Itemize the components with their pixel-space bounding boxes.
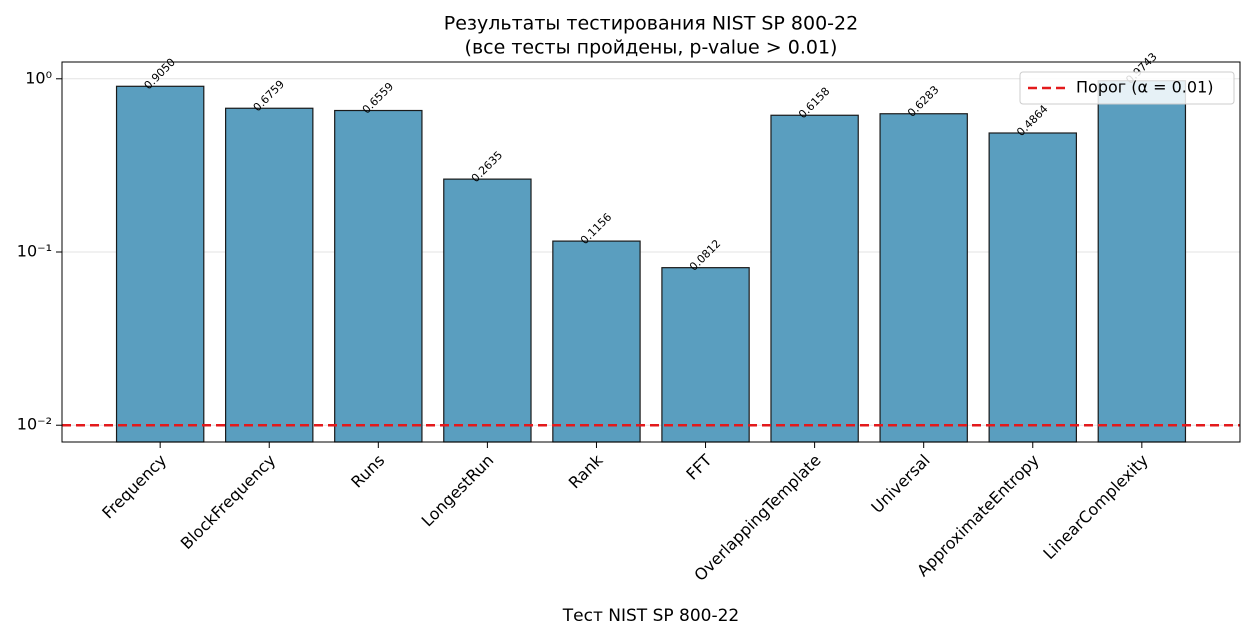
y-tick-label: 10⁻²	[17, 415, 52, 434]
bar	[770, 114, 859, 443]
bar	[334, 109, 423, 443]
bar	[115, 85, 205, 443]
bar	[225, 107, 314, 443]
bar	[552, 240, 641, 443]
chart-subtitle: (все тесты пройдены, p-value > 0.01)	[465, 37, 838, 59]
x-tick-label: Rank	[565, 450, 607, 492]
x-tick-label: LinearComplexity	[1039, 451, 1151, 563]
legend-label: Порог (α = 0.01)	[1076, 78, 1214, 97]
x-tick-label: BlockFrequency	[177, 451, 279, 553]
chart-title: Результаты тестирования NIST SP 800-22	[444, 13, 858, 35]
x-tick-label: LongestRun	[418, 451, 498, 531]
y-tick-label: 10⁻¹	[17, 242, 52, 261]
x-tick-label: OverlappingTemplate	[690, 451, 824, 585]
bar	[988, 132, 1077, 443]
x-tick-label: Runs	[347, 451, 388, 492]
legend-box	[1019, 71, 1235, 105]
x-tick-label: Frequency	[98, 451, 170, 523]
bar	[443, 178, 532, 443]
legend: Порог (α = 0.01)	[1019, 71, 1235, 105]
x-tick-label: ApproximateEntropy	[913, 451, 1043, 581]
x-tick-label: Universal	[867, 451, 933, 517]
x-axis-label: Тест NIST SP 800-22	[562, 606, 739, 626]
x-tick-label: FFT	[682, 450, 715, 483]
bar	[1097, 80, 1187, 443]
bar	[879, 113, 968, 443]
y-tick-label: 10⁰	[25, 68, 52, 87]
axes-frame	[61, 61, 1241, 443]
bar	[661, 267, 750, 443]
